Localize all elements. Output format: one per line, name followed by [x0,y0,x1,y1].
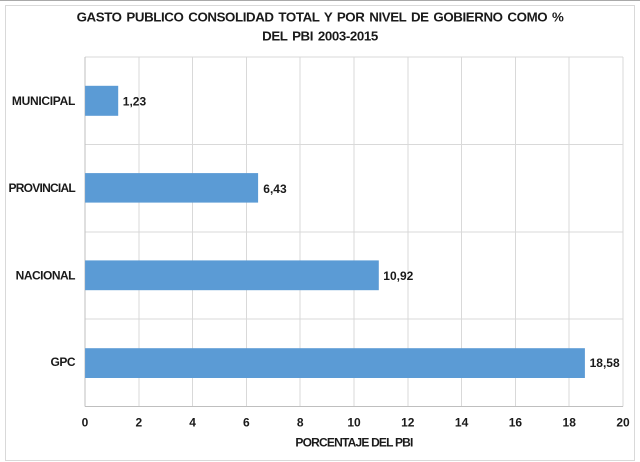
svg-text:20: 20 [616,416,630,430]
svg-text:GPC: GPC [50,355,75,369]
svg-text:1,23: 1,23 [123,95,147,109]
svg-text:18,58: 18,58 [590,356,620,370]
svg-text:GASTO PUBLICO CONSOLIDAD TOTAL: GASTO PUBLICO CONSOLIDAD TOTAL Y POR NIV… [77,10,564,25]
svg-text:6,43: 6,43 [263,182,287,196]
svg-text:14: 14 [455,416,469,430]
svg-text:16: 16 [509,416,523,430]
svg-text:NACIONAL: NACIONAL [16,268,75,282]
svg-text:PORCENTAJE DEL PBI: PORCENTAJE DEL PBI [295,435,413,449]
svg-text:MUNICIPAL: MUNICIPAL [12,94,75,108]
svg-text:10: 10 [347,416,361,430]
svg-text:2: 2 [135,416,142,430]
svg-text:4: 4 [189,416,196,430]
svg-text:8: 8 [297,416,304,430]
svg-text:0: 0 [82,416,89,430]
svg-text:PROVINCIAL: PROVINCIAL [8,181,75,195]
svg-text:12: 12 [401,416,415,430]
svg-text:DEL PBI 2003-2015: DEL PBI 2003-2015 [262,29,379,44]
svg-text:6: 6 [243,416,250,430]
svg-text:10,92: 10,92 [383,269,413,283]
svg-text:18: 18 [563,416,577,430]
